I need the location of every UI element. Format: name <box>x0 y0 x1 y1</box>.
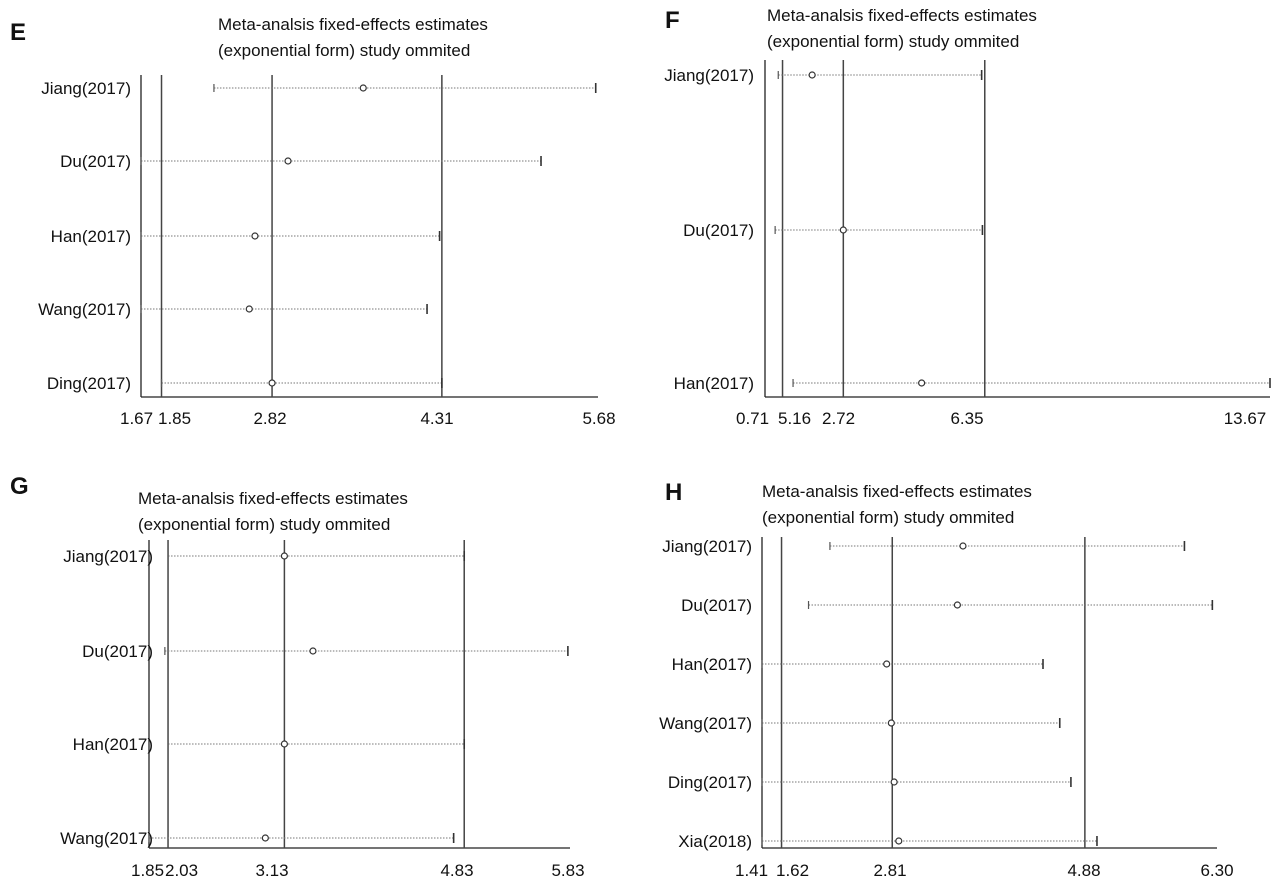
point-estimate-marker <box>808 71 816 79</box>
forest-plot-panel-e: E Meta-analsis fixed-effects estimates (ex… <box>10 15 616 428</box>
point-estimate-marker <box>280 740 288 748</box>
study-label: Han(2017) <box>73 735 153 754</box>
panel-title-line-2: (exponential form) study ommited <box>138 515 390 534</box>
x-tick-label: 2.72 <box>822 409 855 428</box>
study-label: Du(2017) <box>60 152 131 171</box>
forest-plot-panel-h: H Meta-analsis fixed-effects estimates (ex… <box>659 479 1233 880</box>
x-tick-label: 4.31 <box>420 409 453 428</box>
point-estimate-marker <box>268 379 276 387</box>
x-tick-label: 2.81 <box>873 861 906 880</box>
panel-title-line-1: Meta-analsis fixed-effects estimates <box>138 489 408 508</box>
study-label: Xia(2018) <box>678 832 752 851</box>
x-tick-label: 13.67 <box>1224 409 1267 428</box>
x-tick-label: 5.83 <box>551 861 584 880</box>
forest-plot-panel-g: G Meta-analsis fixed-effects estimates (ex… <box>10 473 585 880</box>
point-estimate-marker <box>918 379 926 387</box>
panel-letter: F <box>665 7 680 34</box>
study-label: Wang(2017) <box>38 300 131 319</box>
point-estimate-marker <box>261 834 269 842</box>
x-tick-label: 3.13 <box>255 861 288 880</box>
x-tick-label: 5.16 <box>778 409 811 428</box>
panel-title-line-2: (exponential form) study ommited <box>767 32 1019 51</box>
study-label: Jiang(2017) <box>664 66 754 85</box>
panel-letter: G <box>10 473 29 500</box>
study-label: Wang(2017) <box>659 714 752 733</box>
panel-title-line-1: Meta-analsis fixed-effects estimates <box>762 482 1032 501</box>
panel-letter: H <box>665 479 682 506</box>
study-label: Jiang(2017) <box>41 79 131 98</box>
point-estimate-marker <box>839 226 847 234</box>
point-estimate-marker <box>251 232 259 240</box>
panel-title-line-2: (exponential form) study ommited <box>762 508 1014 527</box>
forest-plot-panel-f: F Meta-analsis fixed-effects estimates (ex… <box>664 6 1271 428</box>
point-estimate-marker <box>895 837 903 845</box>
x-tick-label: 2.82 <box>253 409 286 428</box>
x-tick-label: 1.85 <box>131 861 164 880</box>
x-tick-label: 1.85 <box>158 409 191 428</box>
point-estimate-marker <box>359 84 367 92</box>
x-tick-label: 4.83 <box>440 861 473 880</box>
study-label: Ding(2017) <box>668 773 752 792</box>
x-tick-label: 1.62 <box>776 861 809 880</box>
study-label: Du(2017) <box>82 642 153 661</box>
x-tick-label: 1.67 <box>120 409 153 428</box>
panel-letter: E <box>10 19 26 46</box>
study-label: Han(2017) <box>51 227 131 246</box>
point-estimate-marker <box>953 601 961 609</box>
study-label: Han(2017) <box>672 655 752 674</box>
point-estimate-marker <box>284 157 292 165</box>
point-estimate-marker <box>883 660 891 668</box>
panel-title-line-1: Meta-analsis fixed-effects estimates <box>218 15 488 34</box>
study-label: Han(2017) <box>674 374 754 393</box>
study-label: Ding(2017) <box>47 374 131 393</box>
point-estimate-marker <box>309 647 317 655</box>
point-estimate-marker <box>887 719 895 727</box>
panel-title-line-1: Meta-analsis fixed-effects estimates <box>767 6 1037 25</box>
study-label: Jiang(2017) <box>63 547 153 566</box>
x-tick-label: 6.35 <box>950 409 983 428</box>
study-label: Du(2017) <box>683 221 754 240</box>
x-tick-label: 4.88 <box>1067 861 1100 880</box>
x-tick-label: 2.03 <box>165 861 198 880</box>
point-estimate-marker <box>280 552 288 560</box>
x-tick-label: 5.68 <box>582 409 615 428</box>
point-estimate-marker <box>245 305 253 313</box>
x-tick-label: 1.41 <box>735 861 768 880</box>
study-label: Wang(2017) <box>60 829 153 848</box>
x-tick-label: 6.30 <box>1200 861 1233 880</box>
study-label: Du(2017) <box>681 596 752 615</box>
study-label: Jiang(2017) <box>662 537 752 556</box>
panel-title-line-2: (exponential form) study ommited <box>218 41 470 60</box>
x-tick-label: 0.71 <box>736 409 769 428</box>
point-estimate-marker <box>890 778 898 786</box>
point-estimate-marker <box>959 542 967 550</box>
